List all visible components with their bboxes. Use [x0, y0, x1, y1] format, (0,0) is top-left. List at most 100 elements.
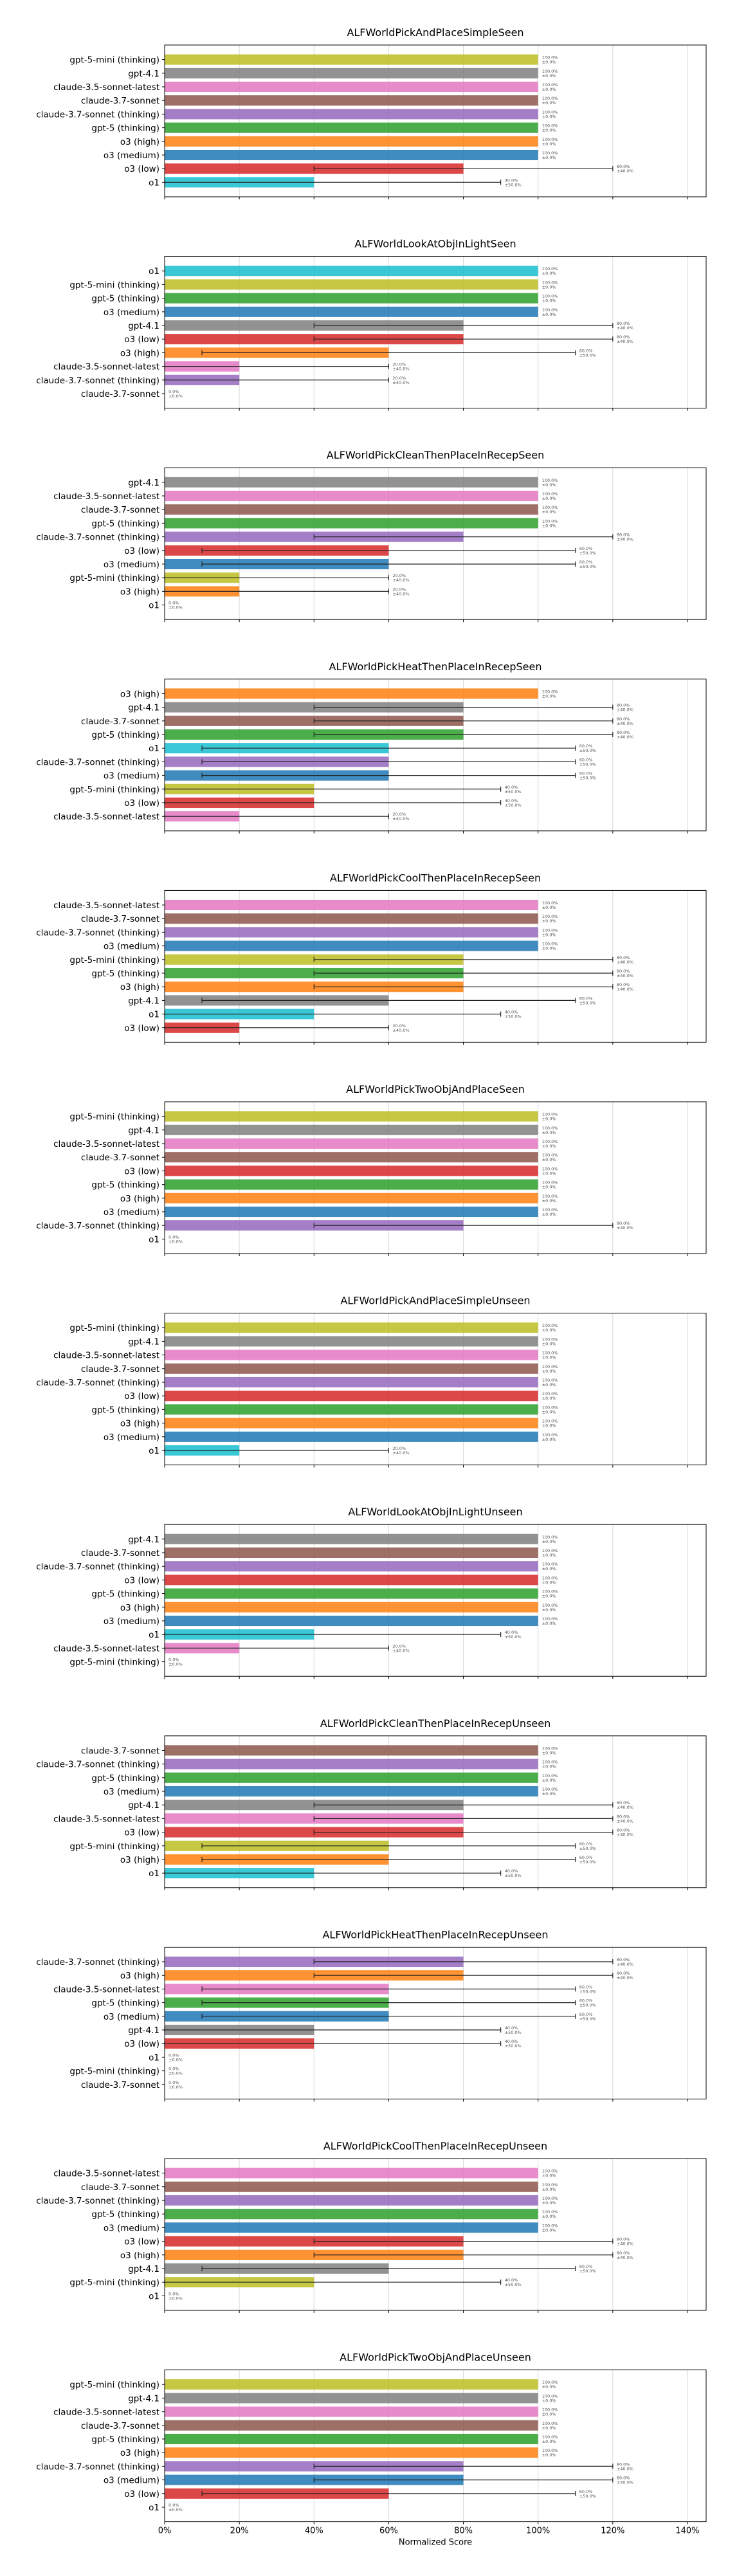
chart-panel-3: ALFWorldPickCleanThenPlaceInRecepSeen gpt…	[36, 449, 707, 623]
y-tick-label: o3 (medium)	[104, 1207, 159, 1218]
data-label: ±0.0%	[542, 482, 556, 488]
data-label: 60.0%	[579, 2489, 593, 2494]
data-label: ±0.0%	[542, 2412, 556, 2417]
data-label: 100.0%	[542, 2182, 558, 2188]
data-label: 80.0%	[617, 1971, 630, 1976]
data-label: ±0.0%	[168, 1239, 183, 1244]
y-tick-label: gpt-5-mini (thinking)	[69, 55, 159, 66]
data-label: 80.0%	[617, 164, 630, 169]
data-label: 0.0%	[168, 2080, 179, 2085]
data-label: 80.0%	[617, 717, 630, 722]
data-label: ±40.0%	[392, 1450, 409, 1456]
y-tick-label: o3 (medium)	[104, 2012, 159, 2022]
data-label: ±40.0%	[617, 537, 633, 542]
data-label: ±50.0%	[505, 803, 522, 808]
data-label: 100.0%	[542, 2448, 558, 2453]
data-label: ±50.0%	[579, 564, 596, 569]
data-label: ±0.0%	[542, 73, 556, 78]
data-label: ±0.0%	[542, 2214, 556, 2219]
y-tick-label: o1	[149, 266, 159, 277]
data-label: 80.0%	[617, 703, 630, 708]
y-tick-label: gpt-4.1	[128, 1126, 159, 1136]
data-label: 100.0%	[542, 82, 558, 87]
bar	[165, 1418, 538, 1429]
data-label: ±0.0%	[542, 2453, 556, 2458]
chart-title: ALFWorldPickHeatThenPlaceInRecepSeen	[329, 661, 542, 673]
data-label: 40.0%	[505, 785, 518, 790]
data-label: ±0.0%	[542, 1437, 556, 1442]
data-label: 80.0%	[617, 955, 630, 960]
data-label: 100.0%	[542, 1432, 558, 1438]
y-tick-label: o3 (high)	[120, 587, 159, 597]
data-label: 80.0%	[617, 1221, 630, 1226]
data-label: ±0.0%	[542, 298, 556, 304]
data-label: 100.0%	[542, 1419, 558, 1424]
bar	[165, 266, 538, 277]
y-tick-label: claude-3.7-sonnet	[81, 914, 159, 924]
y-tick-label: o3 (high)	[120, 1971, 159, 1981]
data-label: ±0.0%	[168, 605, 183, 610]
chart-panel-5: ALFWorldPickCoolThenPlaceInRecepSeen clau…	[36, 872, 707, 1045]
data-label: ±50.0%	[505, 1634, 522, 1640]
y-tick-label: o3 (low)	[124, 334, 159, 345]
data-label: ±0.0%	[542, 1580, 556, 1585]
data-label: 100.0%	[542, 942, 558, 947]
data-label: ±40.0%	[617, 1832, 633, 1838]
data-label: 100.0%	[542, 151, 558, 156]
data-label: 20.0%	[392, 587, 406, 592]
data-label: ±0.0%	[542, 128, 556, 133]
bar	[165, 1336, 538, 1347]
data-label: ±0.0%	[542, 1764, 556, 1769]
data-label: ±0.0%	[542, 523, 556, 528]
bar	[165, 2222, 538, 2233]
data-label: 100.0%	[542, 1207, 558, 1212]
bar	[165, 1772, 538, 1783]
data-label: 100.0%	[542, 96, 558, 101]
y-tick-label: gpt-5 (thinking)	[91, 1405, 159, 1415]
data-label: 100.0%	[542, 2196, 558, 2201]
data-label: ±0.0%	[542, 1750, 556, 1755]
y-tick-label: claude-3.7-sonnet	[81, 717, 159, 727]
bar	[165, 1349, 538, 1360]
y-tick-label: o3 (medium)	[104, 307, 159, 318]
y-tick-label: gpt-4.1	[128, 321, 159, 331]
data-label: 80.0%	[617, 730, 630, 735]
data-label: ±0.0%	[542, 693, 556, 699]
y-tick-label: gpt-5-mini (thinking)	[69, 2380, 159, 2390]
data-label: 100.0%	[542, 1616, 558, 1621]
x-tick-label: 60%	[379, 2526, 398, 2536]
bar	[165, 54, 538, 65]
data-label: ±50.0%	[505, 2043, 522, 2049]
y-tick-label: gpt-5-mini (thinking)	[69, 2278, 159, 2288]
bar	[165, 1376, 538, 1388]
data-label: ±40.0%	[617, 325, 633, 331]
data-label: ±40.0%	[392, 1648, 409, 1653]
data-label: ±0.0%	[542, 946, 556, 951]
data-label: 60.0%	[579, 757, 593, 762]
data-label: 60.0%	[579, 2012, 593, 2017]
y-tick-label: o3 (low)	[124, 2237, 159, 2247]
y-tick-label: claude-3.7-sonnet (thinking)	[36, 533, 159, 543]
bar	[165, 518, 538, 529]
chart-title: ALFWorldPickTwoObjAndPlaceUnseen	[340, 2352, 531, 2364]
data-label: 100.0%	[542, 2169, 558, 2174]
data-label: 100.0%	[542, 1337, 558, 1342]
data-label: 100.0%	[542, 109, 558, 114]
data-label: 60.0%	[579, 771, 593, 776]
data-label: ±0.0%	[542, 1396, 556, 1401]
y-tick-label: claude-3.5-sonnet-latest	[53, 1984, 159, 1995]
data-label: 40.0%	[505, 2025, 518, 2031]
y-tick-label: o3 (high)	[120, 982, 159, 992]
y-tick-label: gpt-5 (thinking)	[91, 294, 159, 304]
data-label: 100.0%	[542, 1405, 558, 1410]
data-label: 100.0%	[542, 1773, 558, 1778]
bar	[165, 1745, 538, 1756]
y-tick-label: o1	[149, 2291, 159, 2301]
data-label: ±40.0%	[617, 960, 633, 965]
data-label: 20.0%	[392, 362, 406, 367]
x-tick-label: 20%	[230, 2526, 249, 2536]
data-label: 100.0%	[542, 518, 558, 524]
data-label: ±50.0%	[579, 776, 596, 781]
chart-panel-8: ALFWorldLookAtObjInLightUnseen gpt-4.1 100…	[36, 1506, 707, 1679]
y-tick-label: o3 (high)	[120, 689, 159, 699]
